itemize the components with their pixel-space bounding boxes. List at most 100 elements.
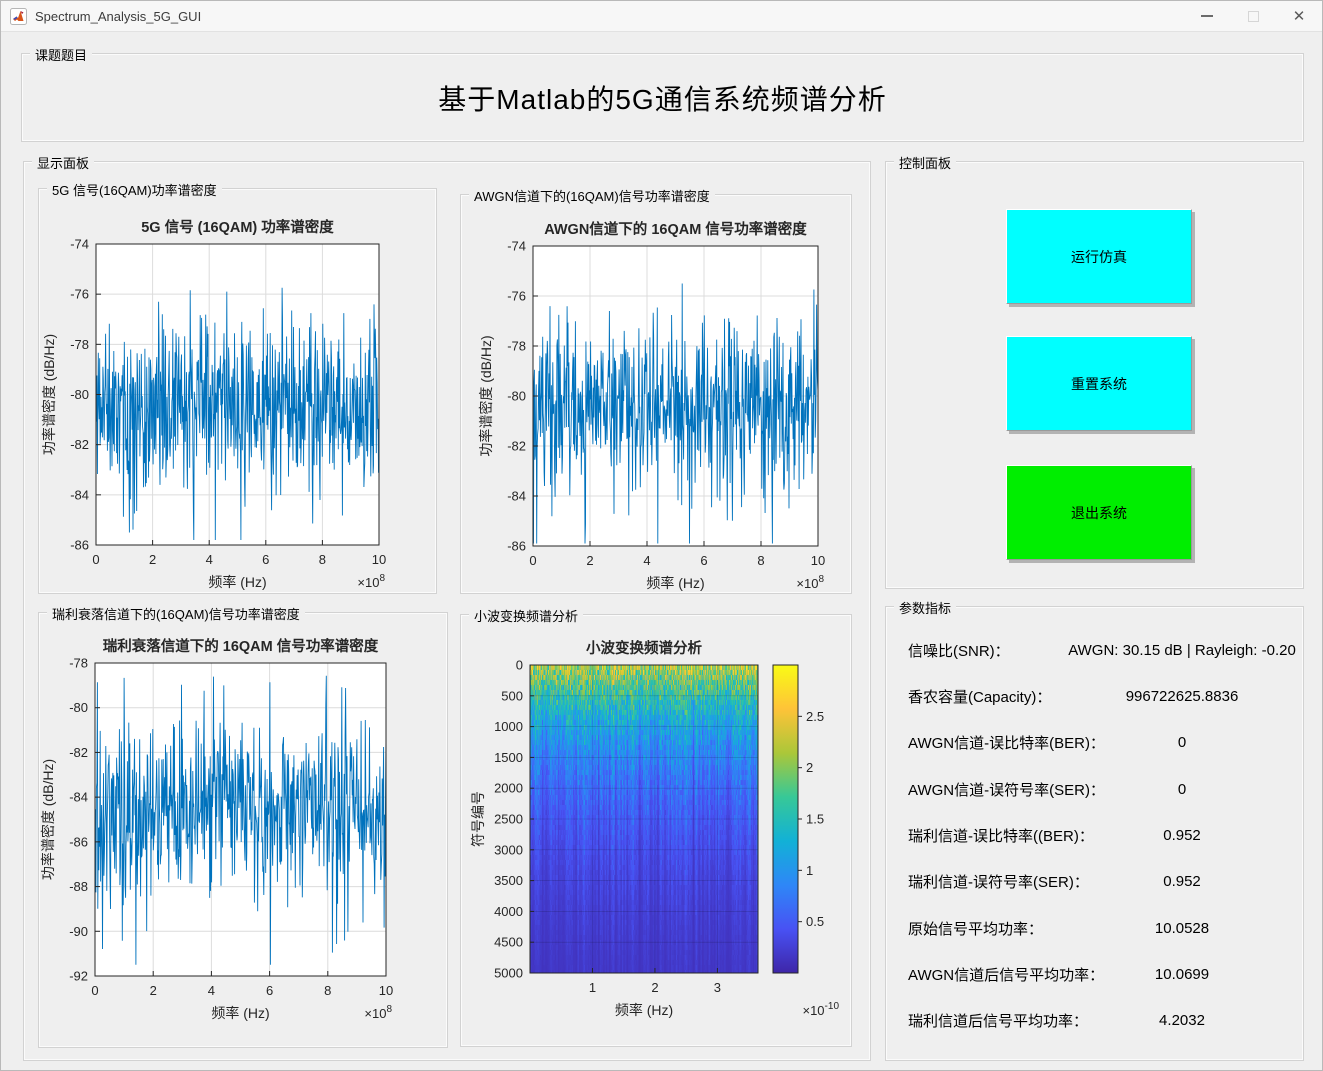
svg-text:-90: -90 bbox=[69, 924, 88, 939]
svg-text:-82: -82 bbox=[70, 437, 89, 452]
param-rayleigh-ber-value: 0.952 bbox=[1163, 826, 1201, 844]
svg-text:功率谱密度 (dB/Hz): 功率谱密度 (dB/Hz) bbox=[478, 335, 494, 456]
svg-text:3: 3 bbox=[714, 980, 721, 995]
svg-text:×108: ×108 bbox=[364, 1004, 392, 1021]
chart-psd-5g: 5G 信号 (16QAM) 功率谱密度 0 2 4 6 8 10 频率 (Hz) ×108 功率谱… bbox=[39, 189, 436, 593]
exit-system-button[interactable]: 退出系统 bbox=[1006, 465, 1192, 560]
svg-text:-78: -78 bbox=[70, 337, 89, 352]
chart-psd-awgn: AWGN信道下的 16QAM 信号功率谱密度 0 2 4 6 8 10 频率 (Hz) ×108… bbox=[461, 195, 851, 593]
svg-text:-76: -76 bbox=[70, 287, 89, 302]
svg-text:2.5: 2.5 bbox=[806, 709, 824, 724]
svg-text:-80: -80 bbox=[507, 389, 526, 404]
minimize-button[interactable] bbox=[1184, 1, 1230, 31]
param-row-capacity: 香农容量(Capacity)： 996722625.8836 bbox=[886, 686, 1303, 708]
param-row-awgn-ber: AWGN信道-误比特率(BER)： 0 bbox=[886, 732, 1303, 754]
panel-parameters: 参数指标 信噪比(SNR)： AWGN: 30.15 dB | Rayleigh… bbox=[885, 598, 1304, 1061]
matlab-icon bbox=[10, 7, 27, 25]
svg-text:-84: -84 bbox=[507, 489, 526, 504]
panel-psd-awgn: AWGN信道下的(16QAM)信号功率谱密度 AWGN信道下的 16QAM 信号… bbox=[460, 186, 852, 594]
param-awgn-power-value: 10.0699 bbox=[1154, 965, 1210, 983]
svg-text:2000: 2000 bbox=[494, 781, 523, 796]
svg-text:×108: ×108 bbox=[796, 574, 824, 591]
page-title: 基于Matlab的5G通信系统频谱分析 bbox=[438, 83, 887, 115]
reset-system-button[interactable]: 重置系统 bbox=[1006, 336, 1192, 431]
svg-text:4500: 4500 bbox=[494, 935, 523, 950]
svg-text:0: 0 bbox=[92, 552, 99, 567]
param-capacity-value: 996722625.8836 bbox=[1125, 688, 1239, 706]
svg-text:10: 10 bbox=[811, 553, 825, 568]
panel-wavelet: 小波变换频谱分析 小波变换频谱分析 1 2 3 频率 (Hz) ×10-10 符号编号 0 50… bbox=[460, 606, 852, 1047]
svg-text:2: 2 bbox=[651, 980, 658, 995]
param-row-rayleigh-ser: 瑞利信道-误符号率(SER)： 0.952 bbox=[886, 871, 1303, 893]
svg-text:5000: 5000 bbox=[494, 966, 523, 981]
chart-wavelet: 小波变换频谱分析 1 2 3 频率 (Hz) ×10-10 符号编号 0 500 1000 1500… bbox=[461, 615, 851, 1046]
svg-text:-74: -74 bbox=[507, 239, 526, 254]
maximize-button[interactable] bbox=[1230, 1, 1276, 31]
svg-text:-88: -88 bbox=[69, 879, 88, 894]
svg-text:1.5: 1.5 bbox=[806, 812, 824, 827]
panel-display: 显示面板 5G 信号(16QAM)功率谱密度 5G 信号 (16QAM) 功率谱… bbox=[23, 153, 871, 1061]
svg-text:4000: 4000 bbox=[494, 904, 523, 919]
param-rayleigh-ser-value: 0.952 bbox=[1163, 873, 1201, 891]
parameter-list: 信噪比(SNR)： AWGN: 30.15 dB | Rayleigh: -0.… bbox=[886, 615, 1303, 1056]
svg-text:1: 1 bbox=[589, 980, 596, 995]
param-rayleigh-ber-label: 瑞利信道-误比特率((BER)： bbox=[908, 827, 1094, 845]
param-snr-value: AWGN: 30.15 dB | Rayleigh: -0.20 bbox=[1068, 641, 1296, 659]
window-controls: ✕ bbox=[1184, 1, 1322, 31]
param-awgn-ber-value: 0 bbox=[1177, 734, 1187, 752]
minimize-icon bbox=[1201, 15, 1213, 17]
svg-text:0: 0 bbox=[516, 658, 523, 673]
maximize-icon bbox=[1247, 10, 1259, 22]
panel-psd-rayleigh: 瑞利衰落信道下的(16QAM)信号功率谱密度 瑞利衰落信道下的 16QAM 信号… bbox=[38, 604, 448, 1048]
svg-text:2: 2 bbox=[586, 553, 593, 568]
param-row-snr: 信噪比(SNR)： AWGN: 30.15 dB | Rayleigh: -0.… bbox=[886, 639, 1303, 661]
svg-text:-82: -82 bbox=[507, 439, 526, 454]
svg-text:-80: -80 bbox=[70, 387, 89, 402]
svg-text:-78: -78 bbox=[69, 656, 88, 671]
param-rayleigh-power-value: 4.2032 bbox=[1159, 1012, 1205, 1030]
svg-text:3000: 3000 bbox=[494, 842, 523, 857]
param-snr-label: 信噪比(SNR)： bbox=[908, 642, 1010, 660]
panel-topic-title: 课题题目 基于Matlab的5G通信系统频谱分析 bbox=[21, 45, 1304, 142]
svg-text:2500: 2500 bbox=[494, 812, 523, 827]
svg-text:符号编号: 符号编号 bbox=[470, 791, 486, 847]
svg-text:8: 8 bbox=[319, 552, 326, 567]
svg-text:-76: -76 bbox=[507, 289, 526, 304]
panel-control-label: 控制面板 bbox=[894, 153, 957, 172]
chart-psd-rayleigh: 瑞利衰落信道下的 16QAM 信号功率谱密度 0 2 4 6 8 10 频率 (Hz) ×108… bbox=[39, 613, 447, 1047]
svg-text:-84: -84 bbox=[70, 487, 89, 502]
svg-text:-78: -78 bbox=[507, 339, 526, 354]
panel-psd-5g-label: 5G 信号(16QAM)功率谱密度 bbox=[47, 180, 222, 199]
svg-text:频率 (Hz): 频率 (Hz) bbox=[208, 574, 266, 590]
svg-text:0: 0 bbox=[91, 983, 98, 998]
svg-text:2: 2 bbox=[149, 552, 156, 567]
run-simulation-button[interactable]: 运行仿真 bbox=[1006, 209, 1192, 304]
svg-text:6: 6 bbox=[262, 552, 269, 567]
close-button[interactable]: ✕ bbox=[1276, 1, 1322, 31]
param-row-awgn-power: AWGN信道后信号平均功率： 10.0699 bbox=[886, 963, 1303, 985]
panel-topic-title-label: 课题题目 bbox=[30, 45, 93, 64]
svg-text:4: 4 bbox=[206, 552, 213, 567]
panel-psd-5g: 5G 信号(16QAM)功率谱密度 5G 信号 (16QAM) 功率谱密度 0 2 4… bbox=[38, 180, 437, 594]
svg-text:2: 2 bbox=[150, 983, 157, 998]
svg-text:功率谱密度 (dB/Hz): 功率谱密度 (dB/Hz) bbox=[41, 334, 57, 455]
param-row-awgn-ser: AWGN信道-误符号率(SER)： 0 bbox=[886, 778, 1303, 800]
svg-text:-84: -84 bbox=[69, 790, 88, 805]
svg-text:-86: -86 bbox=[507, 539, 526, 554]
svg-text:2: 2 bbox=[806, 760, 813, 775]
svg-text:5G 信号 (16QAM) 功率谱密度: 5G 信号 (16QAM) 功率谱密度 bbox=[141, 218, 334, 236]
param-capacity-label: 香农容量(Capacity)： bbox=[908, 689, 1052, 707]
svg-text:-86: -86 bbox=[70, 538, 89, 553]
svg-text:瑞利衰落信道下的 16QAM 信号功率谱密度: 瑞利衰落信道下的 16QAM 信号功率谱密度 bbox=[103, 637, 379, 655]
window-title: Spectrum_Analysis_5G_GUI bbox=[35, 8, 202, 24]
panel-wavelet-label: 小波变换频谱分析 bbox=[469, 606, 584, 625]
svg-text:4: 4 bbox=[643, 553, 650, 568]
param-awgn-power-label: AWGN信道后信号平均功率： bbox=[908, 966, 1105, 984]
param-rayleigh-ser-label: 瑞利信道-误符号率(SER)： bbox=[908, 874, 1089, 892]
param-row-rayleigh-ber: 瑞利信道-误比特率((BER)： 0.952 bbox=[886, 824, 1303, 846]
svg-text:AWGN信道下的 16QAM 信号功率谱密度: AWGN信道下的 16QAM 信号功率谱密度 bbox=[544, 220, 807, 238]
svg-text:3500: 3500 bbox=[494, 873, 523, 888]
svg-text:频率 (Hz): 频率 (Hz) bbox=[615, 1002, 673, 1018]
param-awgn-ber-label: AWGN信道-误比特率(BER)： bbox=[908, 735, 1105, 753]
